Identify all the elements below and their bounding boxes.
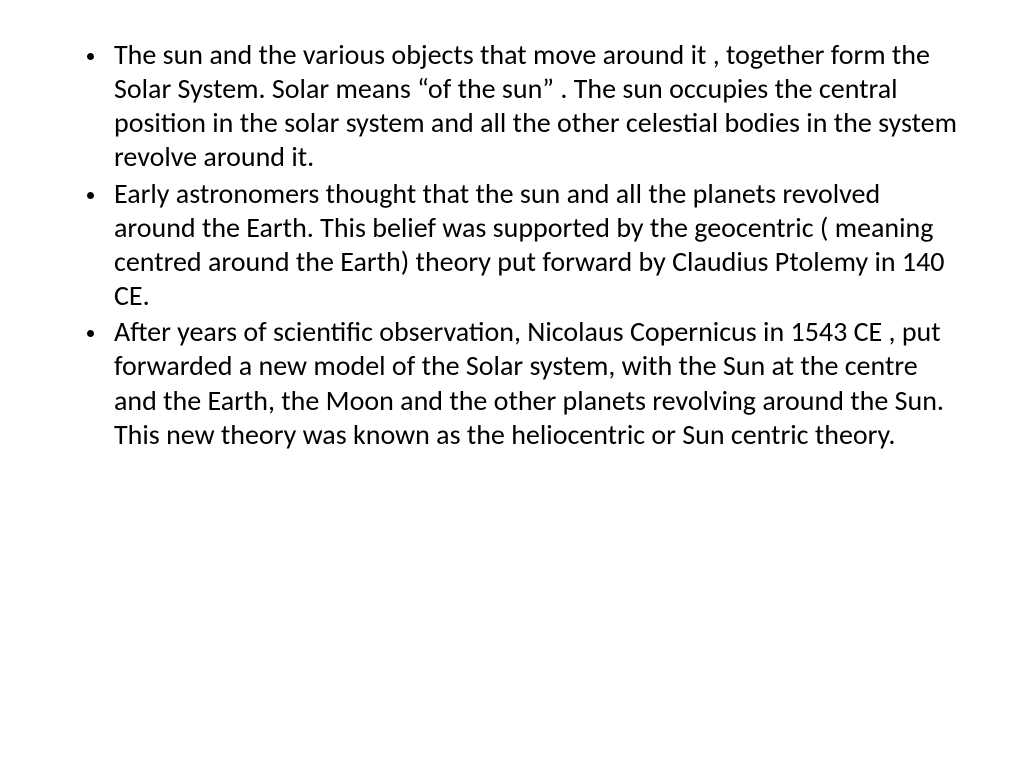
list-item: After years of scientific observation, N… (108, 315, 964, 452)
slide-body: The sun and the various objects that mov… (0, 0, 1024, 768)
list-item: The sun and the various objects that mov… (108, 38, 964, 175)
bullet-list: The sun and the various objects that mov… (60, 38, 964, 452)
list-item: Early astronomers thought that the sun a… (108, 177, 964, 314)
